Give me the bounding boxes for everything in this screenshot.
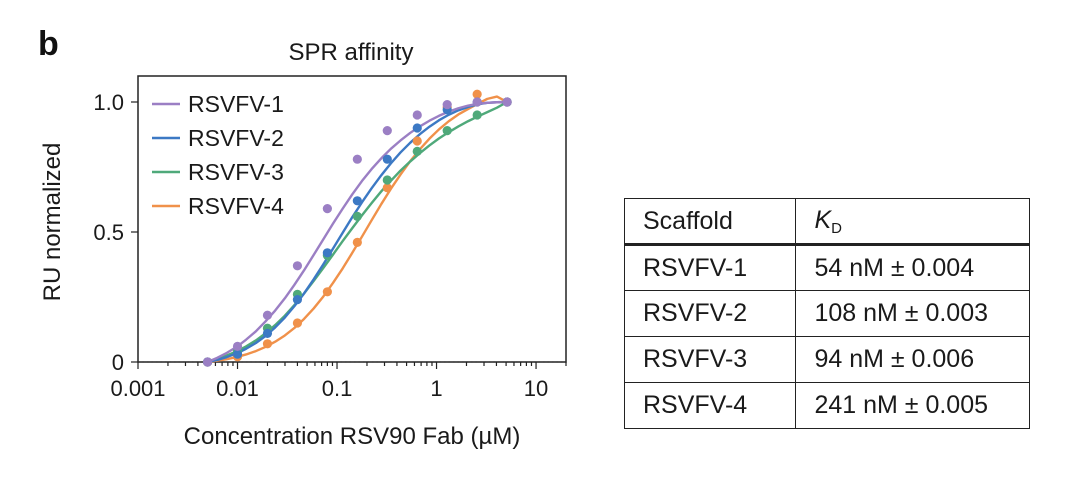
data-point-rsvfv-4 — [412, 136, 422, 146]
kd-subscript: D — [831, 219, 842, 237]
data-point-rsvfv-4 — [262, 339, 273, 349]
x-tick-label: 0.1 — [322, 376, 353, 401]
data-point-rsvfv-1 — [292, 261, 303, 271]
legend: RSVFV-1 RSVFV-2 RSVFV-3 RSVFV-4 — [152, 91, 284, 219]
data-point-rsvfv-3 — [382, 175, 392, 185]
legend-label: RSVFV-4 — [188, 193, 284, 219]
plot-frame — [137, 75, 567, 363]
axis-layer: 0.001 0.01 0.1 1 10 0 0.5 1.0 — [93, 90, 567, 401]
data-point-rsvfv-1 — [382, 126, 392, 136]
data-points-layer — [202, 89, 512, 367]
data-point-rsvfv-1 — [472, 97, 482, 107]
data-point-rsvfv-2 — [382, 154, 392, 164]
data-point-rsvfv-1 — [412, 110, 422, 120]
kd-symbol: K — [814, 205, 832, 234]
data-point-rsvfv-2 — [232, 349, 243, 359]
data-point-rsvfv-1 — [502, 97, 512, 107]
data-point-rsvfv-2 — [292, 295, 303, 305]
y-axis-label: RU normalized — [39, 143, 66, 302]
data-point-rsvfv-2 — [322, 248, 332, 258]
data-point-rsvfv-2 — [412, 123, 422, 133]
data-point-rsvfv-1 — [322, 204, 332, 214]
data-point-rsvfv-3 — [472, 110, 482, 120]
x-tick-label: 1 — [430, 376, 442, 401]
data-point-rsvfv-1 — [442, 100, 452, 110]
y-tick-label: 1.0 — [93, 90, 124, 115]
data-point-rsvfv-1 — [262, 310, 273, 320]
table-cell-scaffold: RSVFV-3 — [623, 336, 797, 383]
table-cell-scaffold: RSVFV-2 — [623, 290, 797, 337]
fit-line-rsvfv-2 — [206, 100, 509, 364]
chart-title: SPR affinity — [289, 39, 414, 66]
data-point-rsvfv-3 — [352, 211, 362, 221]
legend-label: RSVFV-3 — [188, 159, 284, 185]
panel-label: b — [38, 25, 59, 63]
data-point-rsvfv-4 — [472, 89, 482, 99]
table-cell-kd: 94 nM ± 0.006 — [795, 336, 1030, 383]
kd-table-header-kd: KD — [795, 198, 1030, 246]
legend-label: RSVFV-2 — [188, 125, 284, 151]
data-point-rsvfv-2 — [352, 196, 362, 206]
x-axis-label: Concentration RSV90 Fab (µM) — [184, 423, 521, 450]
table-row: RSVFV-4 241 nM ± 0.005 — [623, 382, 1030, 429]
x-tick-label: 0.001 — [110, 376, 165, 401]
table-cell-kd: 241 nM ± 0.005 — [795, 382, 1030, 429]
fit-line-rsvfv-1 — [206, 100, 509, 364]
data-point-rsvfv-4 — [352, 237, 362, 247]
data-point-rsvfv-4 — [322, 287, 332, 297]
table-cell-scaffold: RSVFV-1 — [623, 244, 797, 291]
fit-line-rsvfv-3 — [206, 100, 509, 364]
data-point-rsvfv-1 — [202, 357, 213, 367]
table-row: RSVFV-2 108 nM ± 0.003 — [623, 290, 1030, 337]
data-point-rsvfv-3 — [442, 126, 452, 136]
data-point-rsvfv-4 — [382, 183, 392, 193]
kd-table-header-scaffold: Scaffold — [623, 198, 797, 246]
table-row: RSVFV-1 54 nM ± 0.004 — [623, 244, 1030, 291]
table-row: RSVFV-3 94 nM ± 0.006 — [623, 336, 1030, 383]
x-tick-label: 10 — [524, 376, 548, 401]
data-point-rsvfv-3 — [412, 146, 422, 156]
y-tick-label: 0 — [112, 350, 124, 375]
table-cell-kd: 108 nM ± 0.003 — [795, 290, 1030, 337]
data-point-rsvfv-1 — [232, 341, 243, 351]
data-point-rsvfv-4 — [292, 318, 303, 328]
data-point-rsvfv-1 — [352, 154, 362, 164]
table-cell-scaffold: RSVFV-4 — [623, 382, 797, 429]
kd-table-header-row: Scaffold KD — [623, 198, 1030, 246]
x-tick-label: 0.01 — [216, 376, 259, 401]
y-tick-label: 0.5 — [93, 220, 124, 245]
data-point-rsvfv-2 — [262, 328, 273, 338]
kd-table: Scaffold KD RSVFV-1 54 nM ± 0.004 RSVFV-… — [623, 198, 1030, 429]
legend-label: RSVFV-1 — [188, 91, 284, 117]
table-cell-kd: 54 nM ± 0.004 — [795, 244, 1030, 291]
